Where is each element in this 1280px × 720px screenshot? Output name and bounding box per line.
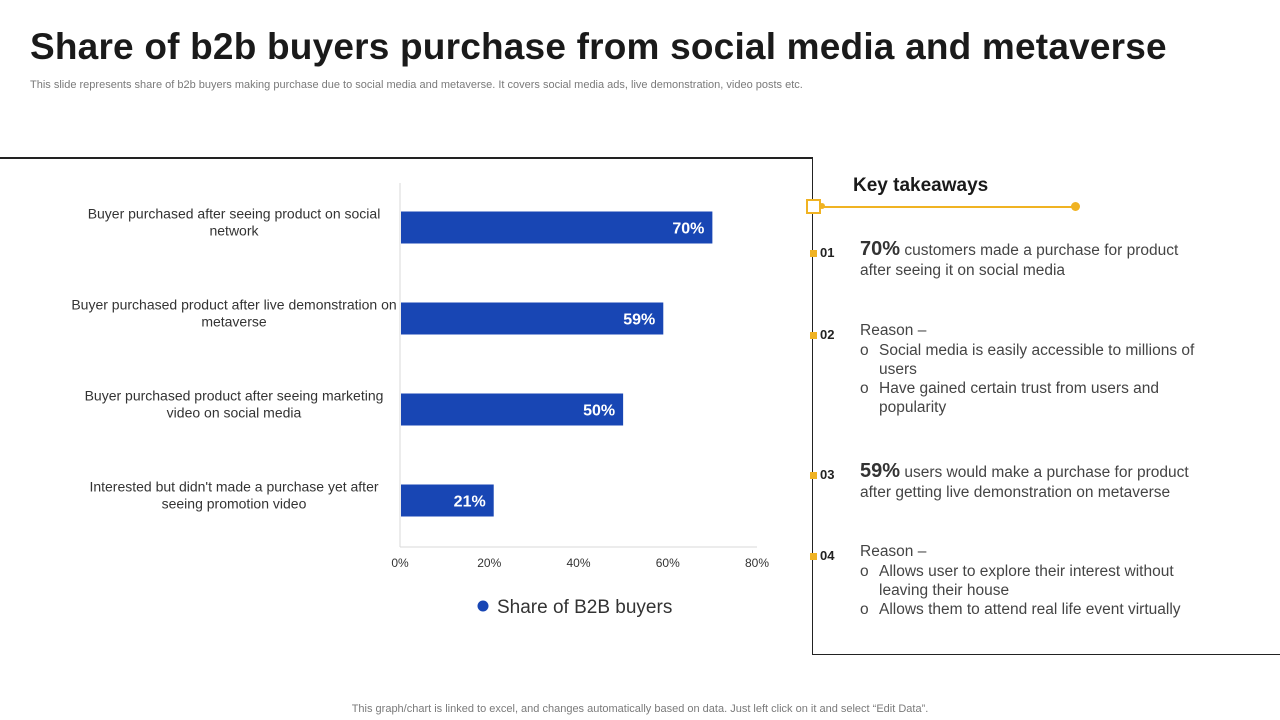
key-takeaways-accent-line <box>821 206 1075 208</box>
takeaway-description: customers made a purchase for product af… <box>860 242 1179 279</box>
takeaway-number: 04 <box>820 548 835 563</box>
bar-value-label: 59% <box>623 312 655 329</box>
x-tick-label: 0% <box>391 556 409 570</box>
category-label-line: metaverse <box>201 314 267 330</box>
takeaway-number: 03 <box>820 467 835 482</box>
bar-value-label: 50% <box>583 403 615 420</box>
key-takeaways-end-dot <box>1071 202 1080 211</box>
bar-value-label: 21% <box>454 494 486 511</box>
takeaway-number: 01 <box>820 245 835 260</box>
footer-note: This graph/chart is linked to excel, and… <box>351 703 929 715</box>
category-label-line: Interested but didn't made a purchase ye… <box>89 479 378 495</box>
page-title: Share of b2b buyers purchase from social… <box>30 26 1167 67</box>
page-subtitle: This slide represents share of b2b buyer… <box>30 79 803 91</box>
legend-marker <box>477 600 489 612</box>
bar-chart: 0% 20% 40% 60% 80% 70% Buyer purchased after s… <box>71 183 769 618</box>
category-label: Buyer purchased product after live demon… <box>71 297 396 330</box>
bar <box>401 393 624 426</box>
takeaway-marker <box>810 553 817 560</box>
category-label: Interested but didn't made a purchase ye… <box>89 479 378 512</box>
takeaway-text: 59% users would make a purchase for prod… <box>860 461 1205 503</box>
bar-value-label: 70% <box>672 221 704 238</box>
takeaway-sub-point: Have gained certain trust from users and… <box>860 379 1205 417</box>
key-takeaways-title: Key takeaways <box>853 175 989 196</box>
bar <box>401 302 664 335</box>
takeaway-lead: Reason – <box>860 543 927 560</box>
bar <box>401 484 494 517</box>
category-label-line: seeing promotion video <box>162 496 307 512</box>
category-label-line: Buyer purchased after seeing product on … <box>88 206 381 222</box>
takeaway-description: users would make a purchase for product … <box>860 464 1189 501</box>
takeaways-panel-frame <box>812 157 1280 655</box>
takeaway-sub-point: Social media is easily accessible to mil… <box>860 341 1205 379</box>
category-label-line: Buyer purchased product after seeing mar… <box>85 388 384 404</box>
takeaway-marker <box>810 250 817 257</box>
takeaway-highlight: 70% <box>860 238 901 260</box>
x-tick-label: 80% <box>745 556 769 570</box>
takeaway-number: 02 <box>820 327 835 342</box>
takeaway-sub-point: Allows them to attend real life event vi… <box>860 600 1205 619</box>
takeaway-text: Reason – Allows user to explore their in… <box>860 542 1205 619</box>
x-tick-label: 20% <box>477 556 501 570</box>
chart-frame-top-border <box>0 157 813 159</box>
legend-label: Share of B2B buyers <box>497 597 672 618</box>
takeaway-lead: Reason – <box>860 322 927 339</box>
takeaway-marker <box>810 332 817 339</box>
takeaway-text: Reason – Social media is easily accessib… <box>860 321 1205 417</box>
takeaway-text: 70% customers made a purchase for produc… <box>860 239 1205 281</box>
category-label-line: network <box>209 223 259 239</box>
key-takeaways-start-dot <box>819 203 825 209</box>
category-label: Buyer purchased product after seeing mar… <box>85 388 384 421</box>
category-label-line: video on social media <box>167 405 302 421</box>
x-tick-label: 40% <box>566 556 590 570</box>
takeaway-sub-point: Allows user to explore their interest wi… <box>860 562 1205 600</box>
x-tick-label: 60% <box>656 556 680 570</box>
bar <box>401 211 713 244</box>
category-label: Buyer purchased after seeing product on … <box>88 206 381 239</box>
takeaway-marker <box>810 472 817 479</box>
category-label-line: Buyer purchased product after live demon… <box>71 297 396 313</box>
takeaway-highlight: 59% <box>860 460 901 482</box>
